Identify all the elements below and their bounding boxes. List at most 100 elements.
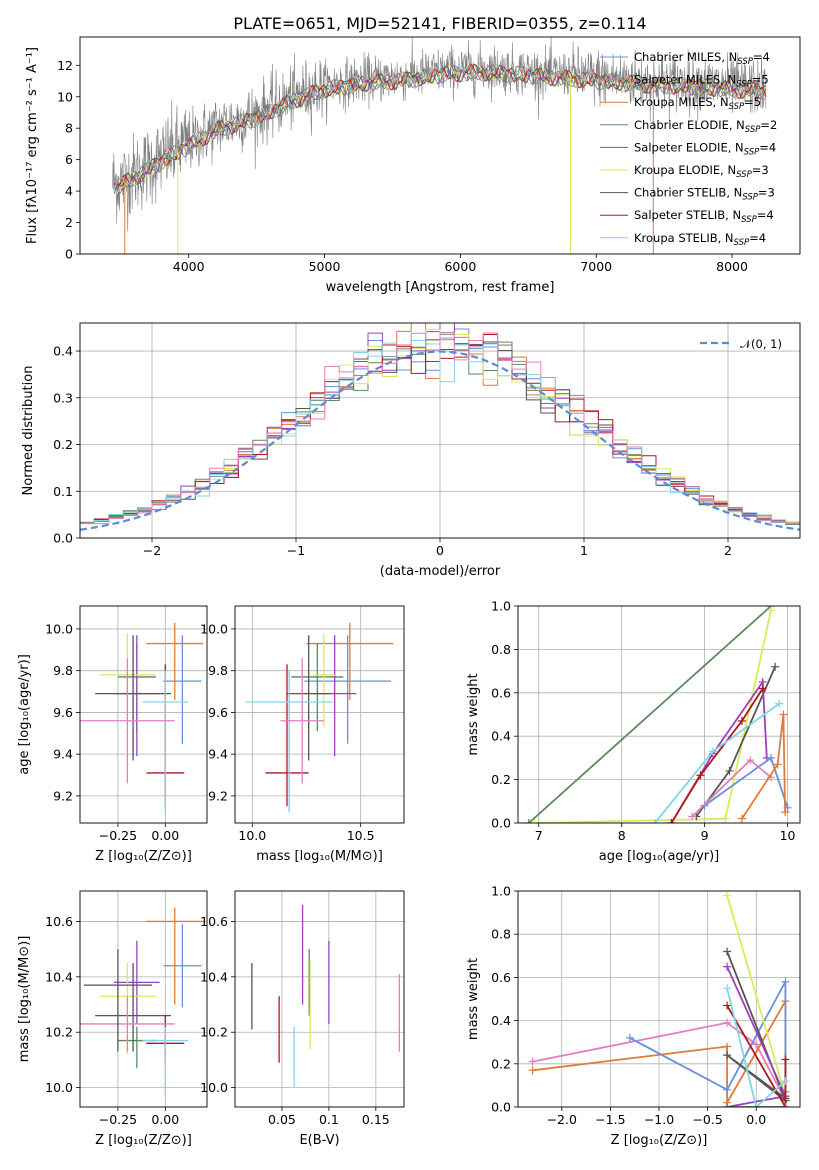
weight-marker bbox=[723, 891, 732, 900]
axes-frame bbox=[517, 890, 801, 1108]
weight-marker bbox=[752, 1103, 761, 1107]
legend-label: Kroupa MILES, NSSP=5 bbox=[634, 95, 761, 112]
legend-label: Kroupa STELIB, NSSP=4 bbox=[634, 231, 766, 248]
weight-series bbox=[726, 951, 788, 1104]
normal-distribution-curve bbox=[80, 350, 800, 531]
y-tick-label: 9.2 bbox=[53, 788, 73, 803]
y-axis-label: mass weight bbox=[466, 673, 481, 755]
x-tick-label: 5000 bbox=[309, 259, 341, 274]
x-axis-label: Z [log₁₀(Z/Z⊙)] bbox=[95, 849, 192, 864]
weight-marker bbox=[766, 753, 775, 762]
weight-marker bbox=[667, 819, 676, 823]
axes-frame bbox=[79, 36, 801, 255]
model-spectrum bbox=[113, 63, 767, 186]
weight-marker bbox=[771, 662, 780, 671]
y-axis-label: age [log₁₀(age/yr)] bbox=[17, 654, 32, 775]
weight-marker bbox=[723, 1001, 732, 1010]
weight-marker bbox=[781, 1055, 790, 1064]
y-tick-label: 0.8 bbox=[491, 642, 511, 657]
x-tick-label: 0.00 bbox=[151, 828, 179, 843]
y-tick-label: 0.1 bbox=[53, 484, 73, 499]
y-axis-label: mass weight bbox=[466, 958, 481, 1040]
y-tick-label: 10.0 bbox=[45, 621, 73, 636]
weight-marker bbox=[688, 812, 697, 821]
x-tick-label: 8000 bbox=[716, 259, 748, 274]
weight-marker bbox=[773, 760, 782, 769]
legend-label: Salpeter STELIB, NSSP=4 bbox=[634, 208, 774, 225]
weight-marker bbox=[746, 756, 755, 765]
x-axis-label: (data-model)/error bbox=[380, 564, 501, 579]
weight-marker bbox=[650, 819, 659, 823]
x-tick-label: 0.15 bbox=[362, 1112, 390, 1127]
plot-area bbox=[528, 891, 790, 1107]
y-tick-label: 10.0 bbox=[200, 621, 228, 636]
model-spectrum bbox=[113, 64, 767, 187]
observed-spectrum bbox=[112, 37, 767, 232]
weight-marker bbox=[752, 1040, 761, 1049]
weight-marker bbox=[708, 747, 717, 756]
y-tick-label: 0.4 bbox=[491, 1013, 511, 1028]
axes-frame bbox=[79, 322, 801, 539]
massweight-vs-age-panel: 7 8 9 10 0.0 0.2 0.4 0.6 0.8 1.0 age [log₁₀(age/yr… bbox=[466, 599, 801, 864]
y-tick-label: 0.2 bbox=[53, 437, 73, 452]
weight-marker bbox=[781, 1077, 790, 1086]
weight-marker bbox=[725, 766, 734, 775]
y-tick-label: 2 bbox=[65, 215, 73, 230]
axes-frame bbox=[234, 605, 405, 824]
weight-marker bbox=[528, 1066, 537, 1075]
x-tick-label: −1.0 bbox=[644, 1112, 674, 1127]
x-tick-label: −0.25 bbox=[99, 828, 137, 843]
plot-area bbox=[80, 622, 204, 813]
weight-series bbox=[629, 981, 787, 1092]
axes-frame bbox=[234, 890, 405, 1108]
weight-marker bbox=[530, 819, 539, 823]
y-axis-label: Normed distribution bbox=[21, 366, 36, 496]
weight-marker bbox=[737, 814, 746, 823]
weight-marker bbox=[723, 1018, 732, 1027]
y-tick-label: 0.3 bbox=[53, 390, 73, 405]
y-tick-label: 1.0 bbox=[491, 884, 511, 899]
y-tick-label: 9.8 bbox=[53, 663, 73, 678]
weight-series bbox=[670, 688, 764, 823]
weight-marker bbox=[696, 771, 705, 780]
weight-marker bbox=[775, 699, 784, 708]
y-tick-label: 10.0 bbox=[200, 1080, 228, 1095]
weight-series bbox=[726, 895, 787, 1097]
weight-series bbox=[741, 714, 786, 820]
weight-marker bbox=[723, 1051, 732, 1060]
x-axis-label: Z [log₁₀(Z/Z⊙)] bbox=[95, 1133, 192, 1148]
x-tick-label: 4000 bbox=[173, 259, 205, 274]
plot-area bbox=[112, 37, 767, 254]
y-tick-label: 0.4 bbox=[491, 729, 511, 744]
y-tick-label: 10.0 bbox=[45, 1080, 73, 1095]
weight-marker bbox=[625, 1033, 634, 1042]
x-tick-label: 0.05 bbox=[268, 1112, 296, 1127]
y-tick-label: 9.8 bbox=[208, 663, 228, 678]
x-tick-label: 6000 bbox=[444, 259, 476, 274]
y-tick-label: 10.2 bbox=[45, 1025, 73, 1040]
axes-frame bbox=[79, 605, 208, 824]
weight-marker bbox=[528, 1057, 537, 1066]
x-tick-label: −0.25 bbox=[99, 1112, 137, 1127]
model-spectrum bbox=[113, 64, 767, 194]
y-tick-label: 0.8 bbox=[491, 927, 511, 942]
massweight-vs-metallicity-panel: −2.0 −1.5 −1.0 −0.5 0.0 0.0 0.2 0.4 0.6 0.8 1.0 Z [… bbox=[466, 884, 801, 1148]
x-tick-label: −2 bbox=[143, 543, 161, 558]
legend-label: 𝒩(0, 1) bbox=[740, 337, 782, 351]
x-axis-label: mass [log₁₀(M/M⊙)] bbox=[256, 849, 383, 864]
weight-marker bbox=[723, 962, 732, 971]
x-tick-label: 10 bbox=[780, 828, 796, 843]
plot-area bbox=[80, 323, 800, 538]
histogram-series bbox=[80, 331, 800, 538]
axes-frame bbox=[79, 890, 208, 1108]
plot-area bbox=[80, 907, 204, 1096]
x-axis-label: wavelength [Angstrom, rest frame] bbox=[326, 280, 555, 295]
y-tick-label: 0.4 bbox=[53, 344, 73, 359]
weight-marker bbox=[524, 819, 533, 823]
weight-series bbox=[704, 756, 789, 809]
y-tick-label: 9.4 bbox=[53, 747, 73, 762]
x-tick-label: 10.0 bbox=[238, 828, 266, 843]
weight-marker bbox=[723, 984, 732, 993]
weight-marker bbox=[766, 606, 775, 615]
residual-histogram-panel: −2 −1 0 1 2 0.0 0.1 0.2 0.3 0.4 (data-model)/error… bbox=[21, 322, 801, 579]
